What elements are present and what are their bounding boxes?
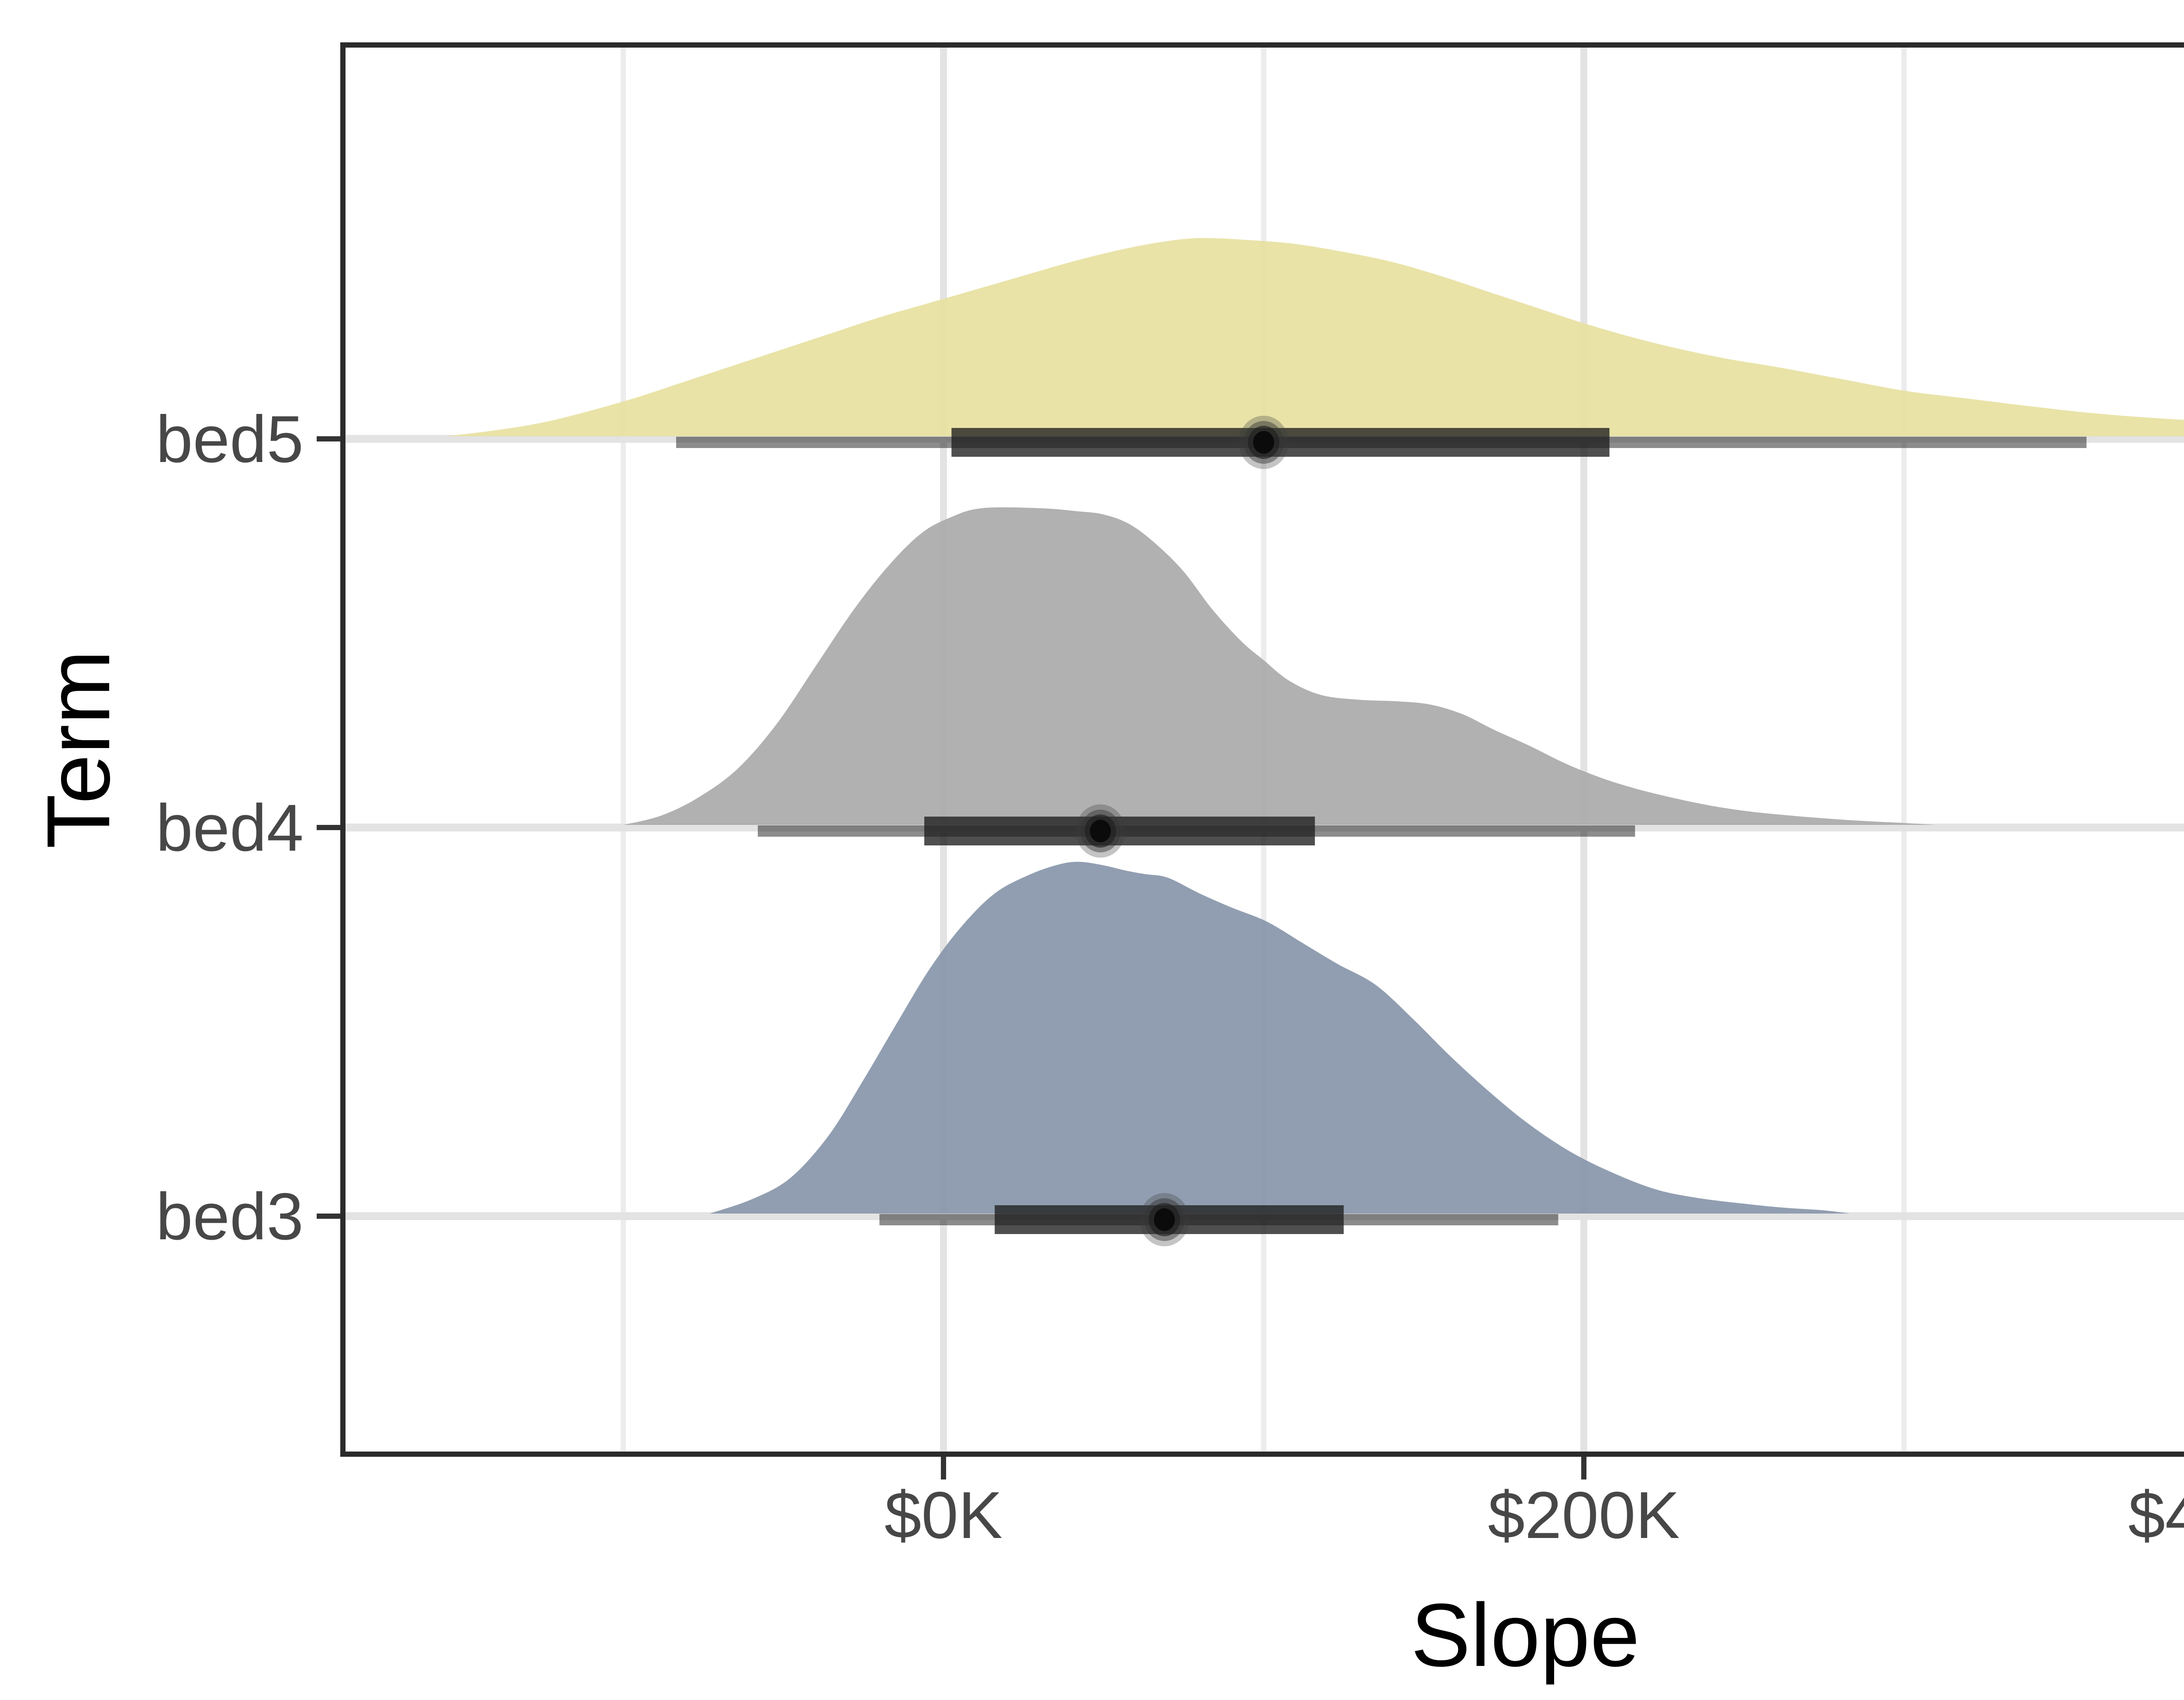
y-axis-title: Term: [28, 650, 128, 849]
x-tick-label-$200K: $200K: [1488, 1478, 1680, 1552]
interval66-bed5: [951, 428, 1610, 457]
density-bed3: [709, 862, 1850, 1214]
x-tick-label-$0K: $0K: [885, 1478, 1002, 1552]
panel-border: [340, 42, 2184, 1457]
median-dot-core-bed5: [1253, 431, 1274, 454]
density-bed5: [447, 238, 2184, 436]
median-dot-core-bed4: [1090, 820, 1111, 842]
axes-layer: $0K $200K $400K bed3 bed4 bed5: [156, 402, 2184, 1552]
interval66-bed4: [924, 817, 1315, 845]
ridges-layer: [447, 238, 2184, 1246]
panel-border-layer: [340, 42, 2184, 1457]
y-tick-label-bed5: bed5: [156, 402, 304, 476]
x-tick-label-$400K: $400K: [2128, 1478, 2184, 1552]
median-dot-core-bed3: [1154, 1208, 1175, 1231]
density-bed4: [623, 507, 1936, 825]
y-tick-label-bed3: bed3: [156, 1179, 304, 1254]
y-tick-label-bed4: bed4: [156, 791, 304, 865]
x-axis-title: Slope: [1411, 1585, 1640, 1685]
